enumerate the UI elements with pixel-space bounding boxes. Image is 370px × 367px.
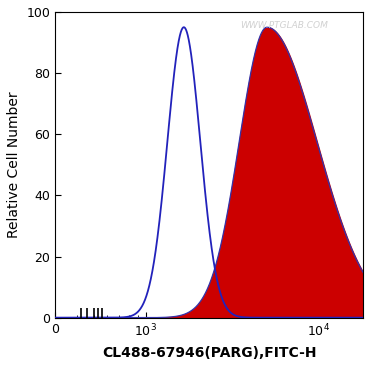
Y-axis label: Relative Cell Number: Relative Cell Number (7, 91, 21, 238)
X-axis label: CL488-67946(PARG),FITC-H: CL488-67946(PARG),FITC-H (102, 346, 316, 360)
Text: WWW.PTGLAB.COM: WWW.PTGLAB.COM (240, 21, 328, 30)
